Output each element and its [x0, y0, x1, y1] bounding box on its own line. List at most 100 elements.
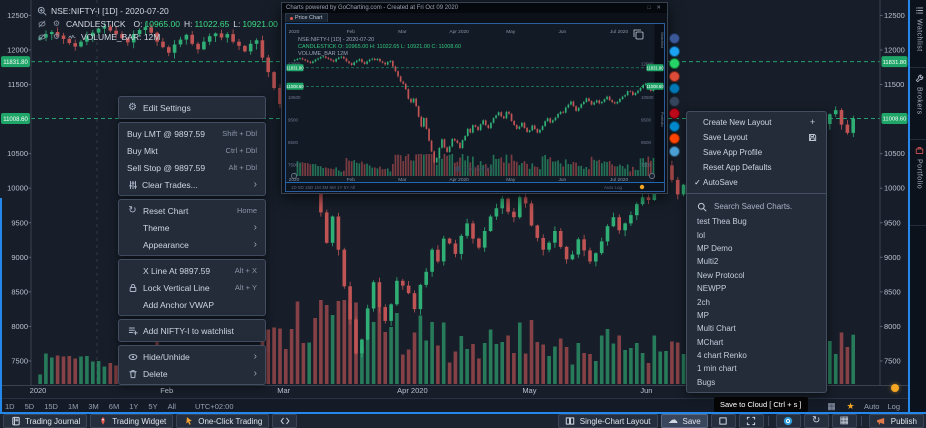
saved-chart-lol[interactable]: lol: [697, 230, 706, 240]
saved-chart-multi2[interactable]: Multi2: [697, 257, 719, 267]
svg-text:Feb: Feb: [160, 386, 173, 395]
log-scale-toggle[interactable]: Log: [887, 401, 900, 411]
saved-chart-4-chart-renko[interactable]: 4 chart Renko: [697, 351, 747, 361]
svg-text:7500: 7500: [884, 356, 901, 365]
svg-text:11831.80: 11831.80: [883, 60, 907, 66]
saved-chart-2ch[interactable]: 2ch: [697, 297, 710, 307]
saved-chart-mchart[interactable]: MChart: [697, 337, 724, 347]
saved-chart-bugs[interactable]: Bugs: [697, 377, 716, 387]
svg-text:8000: 8000: [884, 322, 901, 331]
svg-text:Mar: Mar: [398, 177, 407, 183]
menu-item-clear-trades[interactable]: Clear Trades... ›: [119, 176, 265, 193]
range-15d[interactable]: 15D: [44, 401, 58, 411]
saved-chart-multi-chart[interactable]: Multi Chart: [697, 324, 736, 334]
sidebar-tab-brokers[interactable]: Brokers: [910, 68, 926, 140]
eyeoff-icon: [36, 31, 47, 42]
submenu-arrow-icon: ›: [253, 178, 257, 190]
range-all[interactable]: All: [167, 401, 176, 411]
save-button[interactable]: ☁ Save: [660, 414, 708, 428]
reload-button[interactable]: ↻: [803, 414, 829, 428]
saved-chart-test-thea-bug[interactable]: test Thea Bug: [697, 217, 747, 227]
menu-item-buy-mkt[interactable]: Buy Mkt Ctrl + Dbl: [127, 145, 257, 156]
submenu-arrow-icon: ›: [253, 238, 257, 250]
volume-row: ⚙ VOLUME_BAR: 12M: [36, 30, 322, 43]
saved-charts-search-input[interactable]: [712, 201, 816, 212]
saved-charts-search: [687, 197, 826, 215]
menu-item-autosave[interactable]: ✓ AutoSave: [687, 175, 826, 190]
menu-item-add-anchor-vwap[interactable]: Add Anchor VWAP: [143, 299, 215, 310]
range-5d[interactable]: 5D: [24, 401, 35, 411]
cloud-icon: ☁: [668, 415, 679, 426]
range-5y[interactable]: 5Y: [148, 401, 158, 411]
svg-text:9500: 9500: [11, 218, 28, 227]
code-icon: [279, 416, 290, 427]
share-pinterest-icon[interactable]: [669, 108, 680, 119]
menu-item-lock-vertical-line[interactable]: Lock Vertical Line Alt + Y: [119, 279, 265, 296]
trading-journal-button[interactable]: Trading Journal: [3, 414, 88, 428]
screenshot-button[interactable]: [775, 414, 801, 428]
sidebar-tab-watchlist[interactable]: Watchlist: [910, 0, 926, 68]
expand-icon: [746, 416, 757, 427]
publish-button[interactable]: Publish: [868, 414, 924, 428]
share-reddit-icon[interactable]: [669, 133, 680, 144]
saved-chart-new-protocol[interactable]: New Protocol: [697, 270, 745, 280]
range-1d[interactable]: 1D: [5, 401, 15, 411]
menu-item-hide-unhide[interactable]: Hide/Unhide ›: [119, 348, 265, 365]
range-3m[interactable]: 3M: [88, 401, 99, 411]
svg-text:11831.80: 11831.80: [3, 60, 28, 66]
menu-item-save-layout[interactable]: Save Layout: [687, 130, 826, 145]
share-telegram-icon[interactable]: [669, 120, 680, 132]
saved-chart-newpp[interactable]: NEWPP: [697, 284, 727, 294]
symbol-row: NSE:NIFTY-I [1D] - 2020-07-20: [36, 4, 322, 17]
saved-chart-mp[interactable]: MP: [697, 310, 709, 320]
sidebar-tab-portfolio[interactable]: Portfolio: [910, 140, 926, 226]
range-1y[interactable]: 1Y: [129, 401, 139, 411]
share-facebook-icon[interactable]: [669, 33, 680, 44]
tab-price-chart[interactable]: Price Chart: [285, 13, 328, 22]
share-email-icon[interactable]: [669, 145, 680, 157]
trading-widget-button[interactable]: Trading Widget: [90, 414, 174, 428]
save-tooltip: Save to Cloud [ Ctrl + s ]: [714, 397, 808, 412]
grid-settings-button[interactable]: ▦: [831, 414, 857, 428]
svg-text:10500: 10500: [7, 149, 28, 158]
share-whatsapp-icon[interactable]: [669, 58, 680, 69]
menu-item-reset-app-defaults[interactable]: Reset App Defaults: [703, 163, 772, 172]
popup-titlebar[interactable]: Charts powered by GoCharting.com - Creat…: [282, 3, 667, 13]
code-editor-button[interactable]: [272, 414, 298, 428]
popup-window-controls[interactable]: □ ✕: [647, 5, 663, 11]
menu-item-add-nifty-i-to-watchlist[interactable]: Add NIFTY-I to watchlist: [119, 322, 265, 339]
menu-item-x-line-at-9897-59[interactable]: X Line At 9897.59 Alt + X: [143, 265, 257, 276]
menu-item-buy-lmt-9897-59[interactable]: Buy LMT @ 9897.59 Shift + Dbl: [127, 128, 257, 139]
single-chart-layout-button[interactable]: Single-Chart Layout: [557, 414, 658, 428]
menu-item-theme[interactable]: Theme ›: [143, 221, 257, 233]
menu-item-create-new-layout[interactable]: Create New Layout +: [687, 115, 826, 130]
auto-scale-toggle[interactable]: Auto: [864, 401, 880, 411]
svg-text:11831.80: 11831.80: [646, 65, 664, 70]
saved-chart-1-min-chart[interactable]: 1 min chart: [697, 364, 737, 374]
menu-item-reset-chart[interactable]: ↻ Reset Chart Home: [128, 204, 257, 216]
megaphone-icon: [876, 416, 887, 427]
share-google-plus-icon[interactable]: [669, 70, 680, 82]
menu-item-appearance[interactable]: Appearance ›: [143, 238, 257, 250]
menu-item-delete[interactable]: Delete ›: [119, 365, 265, 382]
shortcut-label: Alt + X: [234, 266, 257, 275]
menu-item-sell-stop-9897-59[interactable]: Sell Stop @ 9897.59 Alt + Dbl: [127, 162, 257, 173]
svg-text:12000: 12000: [641, 62, 654, 67]
menu-item-save-app-profile[interactable]: Save App Profile: [703, 148, 763, 157]
range-6m[interactable]: 6M: [108, 401, 120, 411]
share-tumblr-icon[interactable]: [669, 95, 680, 107]
svg-text:VOLUME_BAR 12M: VOLUME_BAR 12M: [298, 51, 348, 57]
shared-chart-popup[interactable]: Charts powered by GoCharting.com - Creat…: [281, 2, 668, 194]
share-linkedin-icon[interactable]: [669, 83, 680, 94]
svg-text:10500: 10500: [884, 149, 905, 158]
square-tool-button[interactable]: [710, 414, 736, 428]
one-click-trading-button[interactable]: One-Click Trading: [176, 414, 270, 428]
share-twitter-icon[interactable]: [669, 45, 680, 57]
menu-item-edit-settings[interactable]: ⚙ Edit Settings: [128, 101, 191, 113]
popup-chart-body[interactable]: Watchlist Portfolio 2020 2020 Feb Feb Mar Mar Ap…: [285, 23, 665, 192]
timezone-label[interactable]: UTC+02:00: [194, 401, 234, 411]
fullscreen-button[interactable]: [738, 414, 764, 428]
range-1m[interactable]: 1M: [67, 401, 79, 411]
saved-chart-mp-demo[interactable]: MP Demo: [697, 243, 733, 253]
